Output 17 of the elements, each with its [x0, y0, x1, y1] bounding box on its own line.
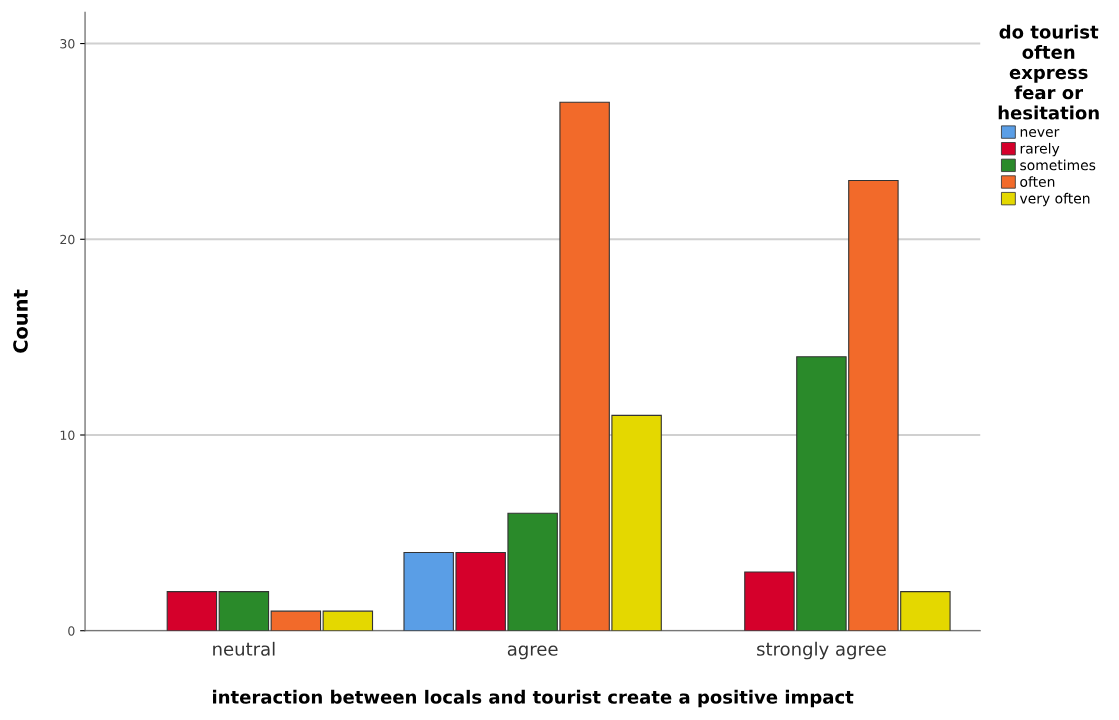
legend-label: sometimes [1020, 159, 1096, 171]
x-axis-title: interaction between locals and tourist create a positive impact [213, 689, 854, 708]
legend-label: very often [1019, 192, 1090, 207]
bar [218, 591, 270, 631]
x-tick-label: neutral [213, 641, 275, 656]
y-tick-label: 30 [60, 39, 75, 49]
legend-title: do tourist often express fear or hesitation [998, 24, 1099, 120]
legend-label: never [1020, 129, 1060, 138]
y-axis-title: Count [13, 289, 28, 353]
y-tick-label: 0 [68, 626, 75, 636]
legend-label: rarely [1020, 142, 1060, 157]
bar [166, 591, 218, 631]
x-tick-label: strongly agree [757, 641, 886, 660]
legend-label: often [1020, 176, 1055, 187]
x-tick-label: agree [507, 645, 558, 660]
y-tick-label: 10 [60, 430, 75, 440]
y-tick-label: 20 [60, 234, 75, 245]
